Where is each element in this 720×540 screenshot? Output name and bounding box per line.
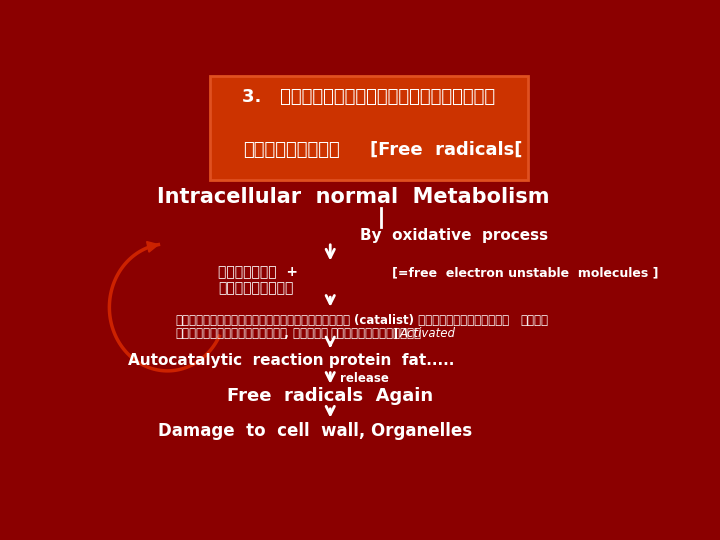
Text: Free  radicals  Again: Free radicals Again [228,387,433,405]
Text: 3.   ความเสยหายจากการสะสม: 3. ความเสยหายจากการสะสม [243,88,495,106]
Text: อนุมลอสระ: อนุมลอสระ [218,281,293,295]
Text: release: release [341,372,390,384]
Text: [Free  radicals[: [Free radicals[ [370,140,523,159]
Text: (catalist) จากเล็งได้งาน: (catalist) จากเล็งได้งาน [354,314,508,327]
Text: Intracellular  normal  Metabolism: Intracellular normal Metabolism [157,187,550,207]
FancyBboxPatch shape [210,76,528,180]
Text: พลังงาน  +: พลังงาน + [218,266,298,280]
Text: Damage  to  cell  wall, Organelles: Damage to cell wall, Organelles [158,422,472,440]
Text: เช่น: เช่น [520,314,548,327]
Text: [=free  electron unstable  molecules ]: [=free electron unstable molecules ] [392,266,659,279]
Text: อนุมลอสระ: อนุมลอสระ [243,140,340,159]
Polygon shape [147,241,158,252]
Text: By  oxidative  process: By oxidative process [360,228,549,243]
Text: , ไขมัน: , ไขมัน [276,327,328,340]
Text: สามารถเข้ารวมหรือจบกับสาร: สามารถเข้ารวมหรือจบกับสาร [175,314,350,327]
Text: โมเลกุลของโปรตีน: โมเลกุลของโปรตีน [175,327,287,340]
Text: และอาร์โปรตีน: และอาร์โปรตีน [330,327,421,340]
Text: Autocatalytic  reaction protein  fat.....: Autocatalytic reaction protein fat..... [128,353,455,368]
Text: Activated: Activated [400,327,456,340]
